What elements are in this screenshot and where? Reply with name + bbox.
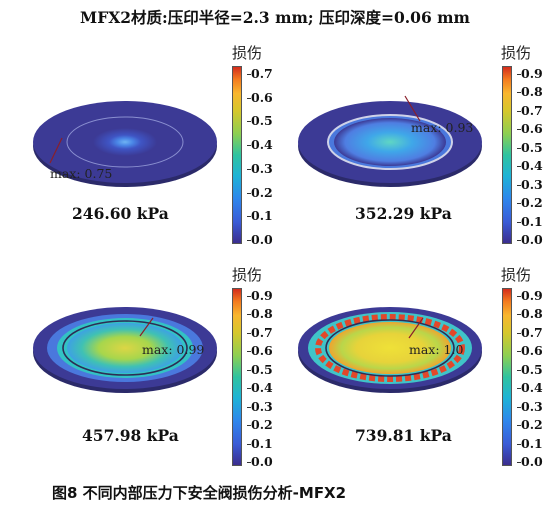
colorbar-tick-label: 0.4 xyxy=(517,380,543,396)
colorbar-tick-label: 0.9 xyxy=(517,66,543,81)
figure-title: MFX2材质:压印半径=2.3 mm; 压印深度=0.06 mm xyxy=(80,8,470,27)
colorbar-tick-label: 0.0 xyxy=(517,232,543,247)
colorbar-tick-label: 0.5 xyxy=(247,113,273,129)
max-label-2: max: 0.93 xyxy=(411,120,474,135)
colorbar-tick-label: 0.1 xyxy=(247,435,273,451)
colorbar-tick-label: 0.6 xyxy=(247,343,273,359)
pressure-label-2: 352.29 kPa xyxy=(355,204,452,223)
colorbar-tick-label: 0.3 xyxy=(247,398,273,414)
colorbar-tick-label: 0.3 xyxy=(247,160,273,176)
colorbar-tick-label: 0.6 xyxy=(517,343,543,359)
max-label-3: max: 0.99 xyxy=(142,342,205,357)
colorbar-tick-label: 0.5 xyxy=(517,139,543,155)
colorbar-title-4: 损伤 xyxy=(501,266,532,284)
colorbar-3 xyxy=(232,288,242,466)
colorbar-tick-label: 0.4 xyxy=(517,158,543,174)
valve-plate-3 xyxy=(33,307,217,393)
colorbar-title-1: 损伤 xyxy=(232,44,263,62)
damage-panel-3: max: 0.99 457.98 kPa 损伤 0.9 0.8 0.7 0.6 0.5 0… xyxy=(0,262,275,487)
colorbar-2 xyxy=(502,66,512,244)
colorbar-title-3: 损伤 xyxy=(232,266,263,284)
colorbar-tick-label: 0.4 xyxy=(247,137,273,153)
colorbar-tick-label: 0.2 xyxy=(517,195,543,211)
colorbar-tick-label: 0.5 xyxy=(517,361,543,377)
pressure-label-1: 246.60 kPa xyxy=(72,204,169,223)
colorbar-tick-label: 0.1 xyxy=(247,208,273,224)
colorbar-tick-label: 0.6 xyxy=(517,121,543,137)
colorbar-tick-label: 0.3 xyxy=(517,398,543,414)
colorbar-tick-label: 0.2 xyxy=(247,417,273,433)
colorbar-1 xyxy=(232,66,242,244)
colorbar-tick-label: 0.9 xyxy=(247,288,273,303)
colorbar-title-2: 损伤 xyxy=(501,44,532,62)
colorbar-tick-label: 0.6 xyxy=(247,89,273,105)
damage-panel-4: max: 1.0 739.81 kPa 损伤 0.9 0.8 0.7 0.6 0.5 0.… xyxy=(275,262,550,487)
colorbar-tick-label: 0.7 xyxy=(247,66,273,81)
damage-panel-1: max: 0.75 246.60 kPa 损伤 0.7 0.6 0.5 0.4 0.3 0… xyxy=(0,38,275,263)
colorbar-ticks-4: 0.9 0.8 0.7 0.6 0.5 0.4 0.3 0.2 0.1 0.0 xyxy=(517,288,550,469)
colorbar-ticks-3: 0.9 0.8 0.7 0.6 0.5 0.4 0.3 0.2 0.1 0.0 xyxy=(247,288,287,469)
colorbar-tick-label: 0.8 xyxy=(517,306,543,322)
colorbar-ticks-1: 0.7 0.6 0.5 0.4 0.3 0.2 0.1 0.0 xyxy=(247,66,287,247)
colorbar-tick-label: 0.1 xyxy=(517,435,543,451)
colorbar-tick-label: 0.0 xyxy=(247,232,273,247)
colorbar-tick-label: 0.9 xyxy=(517,288,543,303)
colorbar-tick-label: 0.0 xyxy=(517,454,543,469)
colorbar-tick-label: 0.1 xyxy=(517,213,543,229)
colorbar-tick-label: 0.7 xyxy=(517,102,543,118)
colorbar-tick-label: 0.7 xyxy=(247,324,273,340)
damage-panel-2: max: 0.93 352.29 kPa 损伤 0.9 0.8 0.7 0.6 0.5 0… xyxy=(275,38,550,263)
colorbar-tick-label: 0.3 xyxy=(517,176,543,192)
valve-plate-4 xyxy=(298,307,482,393)
colorbar-ticks-2: 0.9 0.8 0.7 0.6 0.5 0.4 0.3 0.2 0.1 0.0 xyxy=(517,66,550,247)
colorbar-tick-label: 0.8 xyxy=(517,84,543,100)
max-label-4: max: 1.0 xyxy=(409,342,464,357)
colorbar-4 xyxy=(502,288,512,466)
valve-plate-1 xyxy=(33,101,217,187)
valve-plate-2 xyxy=(298,95,482,187)
colorbar-tick-label: 0.8 xyxy=(247,306,273,322)
colorbar-tick-label: 0.0 xyxy=(247,454,273,469)
max-label-1: max: 0.75 xyxy=(50,166,113,181)
colorbar-tick-label: 0.5 xyxy=(247,361,273,377)
colorbar-tick-label: 0.4 xyxy=(247,380,273,396)
figure-caption: 图8 不同内部压力下安全阀损伤分析-MFX2 xyxy=(52,484,347,502)
pressure-label-4: 739.81 kPa xyxy=(355,426,452,445)
colorbar-tick-label: 0.7 xyxy=(517,324,543,340)
colorbar-tick-label: 0.2 xyxy=(517,417,543,433)
colorbar-tick-label: 0.2 xyxy=(247,184,273,200)
pressure-label-3: 457.98 kPa xyxy=(82,426,179,445)
